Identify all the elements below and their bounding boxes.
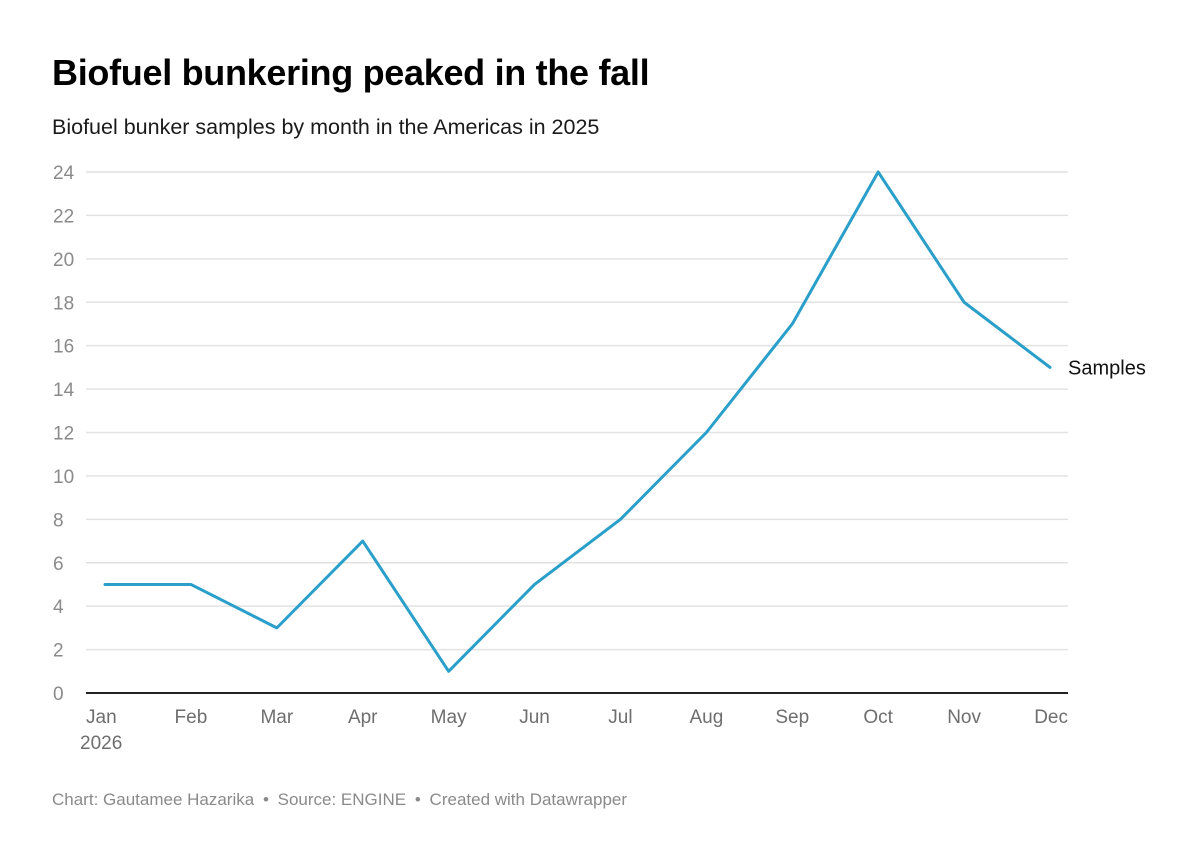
y-tick-label: 12 [53, 424, 74, 445]
x-tick-label: Feb [175, 707, 208, 728]
x-tick-label: Apr [348, 707, 378, 728]
x-tick-label: Dec [1034, 707, 1068, 728]
x-tick-label: Nov [947, 707, 981, 728]
series-layer: Samples [103, 170, 1146, 673]
y-tick-label: 2 [53, 641, 64, 662]
x-tick-label: Jun [519, 707, 550, 728]
x-tick-label: Sep [775, 707, 809, 728]
chart-footer: Chart: Gautamee Hazarika • Source: ENGIN… [52, 790, 627, 810]
y-tick-label: 16 [53, 337, 74, 358]
series-line [103, 170, 1052, 673]
y-tick-label: 4 [53, 597, 64, 618]
chart-credit: Chart: Gautamee Hazarika [52, 790, 255, 809]
x-tick-sublabel: 2026 [80, 733, 122, 754]
y-tick-label: 18 [53, 293, 74, 314]
y-tick-label: 22 [53, 206, 74, 227]
x-tick-label: Aug [689, 707, 723, 728]
chart-title: Biofuel bunkering peaked in the fall [52, 52, 650, 93]
chart-subtitle: Biofuel bunker samples by month in the A… [52, 115, 600, 139]
y-tick-label: 0 [53, 684, 64, 705]
created-with: Created with Datawrapper [429, 790, 628, 809]
y-tick-label: 10 [53, 467, 74, 488]
y-tick-label: 8 [53, 510, 64, 531]
x-tick-label: May [431, 707, 467, 728]
x-tick-label: Oct [863, 707, 893, 728]
chart-source: Source: ENGINE [277, 790, 407, 809]
y-tick-label: 24 [53, 163, 75, 184]
footer-separator: • [262, 790, 269, 809]
x-tick-label: Jan [86, 707, 117, 728]
x-axis-ticks: Jan Feb Mar Apr May Jun Jul Aug Sep Oct Nov Dec 2026 [80, 707, 1068, 754]
y-tick-label: 20 [53, 250, 74, 271]
footer-separator: • [414, 790, 421, 809]
x-tick-label: Jul [608, 707, 632, 728]
gridlines [86, 171, 1068, 694]
y-tick-label: 14 [53, 380, 75, 401]
y-tick-label: 6 [53, 554, 64, 575]
x-tick-label: Mar [260, 707, 293, 728]
series-label: Samples [1068, 357, 1146, 379]
